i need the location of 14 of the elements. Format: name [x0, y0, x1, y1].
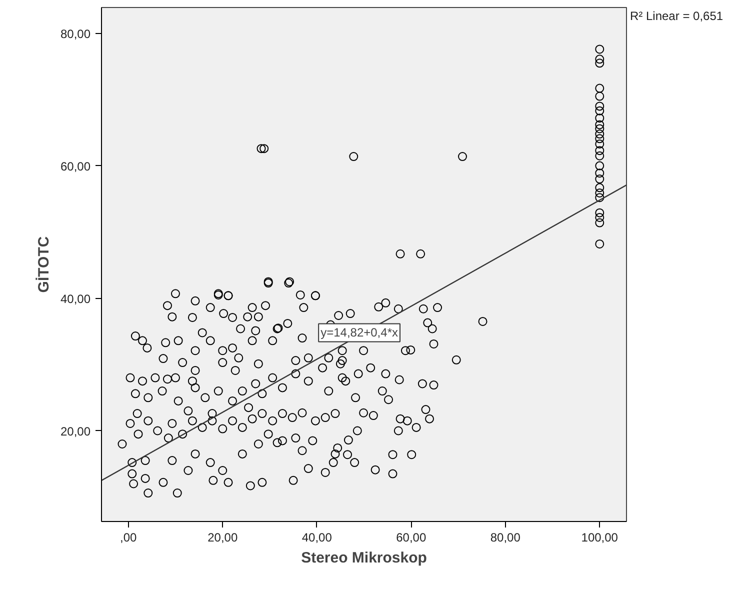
y-tick-label: 20,00: [60, 424, 91, 438]
y-tick-label: 60,00: [60, 159, 91, 174]
y-tick-label: 80,00: [60, 26, 91, 41]
text: R² Linear = 0,651: [630, 8, 724, 25]
annotation: y=14,82+0,4*x: [320, 326, 398, 340]
x-tick-label: 40,00: [302, 530, 332, 544]
x-tick-label: 60,00: [396, 530, 426, 544]
x-axis-title: Stereo Mikroskop: [301, 550, 427, 566]
y-tick-label: 40,00: [60, 292, 91, 306]
y-axis-title: GİTOTC: [35, 236, 52, 293]
x-tick-label: ,00: [120, 530, 138, 544]
x-tick-label: 100,00: [581, 530, 618, 544]
x-tick-label: 20,00: [208, 530, 238, 544]
x-tick-label: 80,00: [490, 530, 521, 544]
